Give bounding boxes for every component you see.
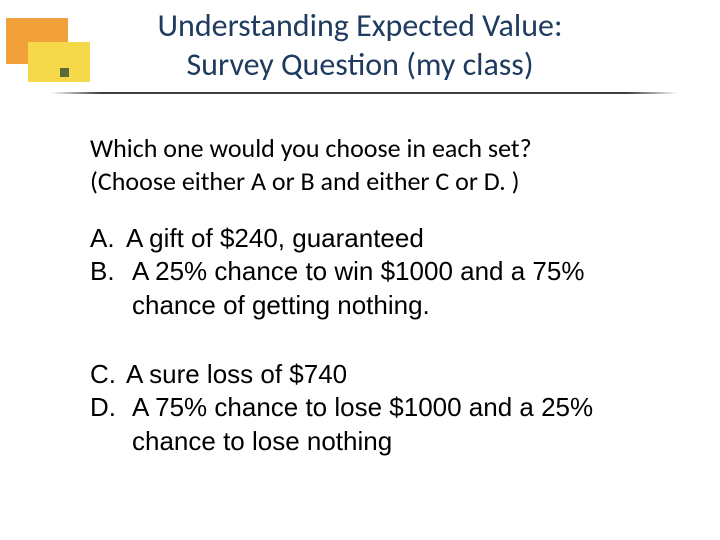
prompt-line1: Which one would you choose in each set? (90, 132, 532, 164)
option-group-1: A. A gift of $240, guaranteed B. A 25% c… (90, 222, 650, 322)
option-d: D. A 75% chance to lose $1000 and a 25% … (90, 391, 650, 458)
title-line1: Understanding Expected Value: (157, 6, 562, 45)
option-text: A gift of $240, guaranteed (126, 222, 650, 255)
option-b: B. A 25% chance to win $1000 and a 75% c… (90, 255, 650, 322)
option-text: A 25% chance to win $1000 and a 75% chan… (126, 255, 650, 322)
slide-title: Understanding Expected Value: Survey Que… (0, 6, 720, 84)
option-text: A sure loss of $740 (126, 358, 650, 391)
option-letter: C. (90, 358, 126, 391)
option-group-2: C. A sure loss of $740 D. A 75% chance t… (90, 358, 650, 458)
option-letter: D. (90, 391, 126, 424)
title-underline (50, 92, 678, 94)
title-text: Understanding Expected Value: Survey Que… (60, 6, 660, 84)
question-prompt: Which one would you choose in each set? … (90, 132, 650, 199)
option-a: A. A gift of $240, guaranteed (90, 222, 650, 255)
title-line2: Survey Question (my class) (186, 45, 533, 84)
option-text: A 75% chance to lose $1000 and a 25% cha… (126, 391, 650, 458)
prompt-line2: (Choose either A or B and either C or D.… (90, 165, 519, 197)
option-letter: B. (90, 255, 126, 288)
option-letter: A. (90, 222, 126, 255)
option-c: C. A sure loss of $740 (90, 358, 650, 391)
